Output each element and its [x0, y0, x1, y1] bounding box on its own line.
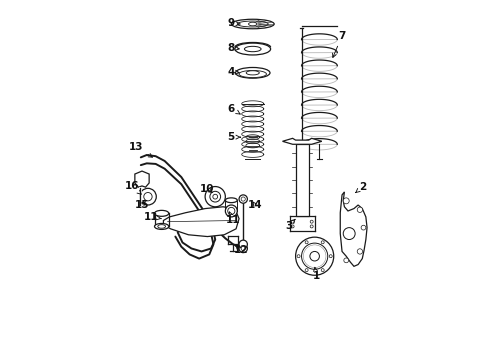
Circle shape [291, 220, 294, 223]
Text: 10: 10 [200, 184, 215, 194]
Text: 15: 15 [135, 200, 149, 210]
Ellipse shape [225, 198, 237, 203]
Text: 13: 13 [129, 142, 152, 157]
Circle shape [297, 255, 300, 258]
Circle shape [321, 269, 324, 271]
Circle shape [213, 194, 218, 199]
Circle shape [344, 258, 348, 263]
Polygon shape [164, 207, 239, 237]
Text: 11: 11 [226, 212, 240, 225]
Text: 8: 8 [228, 43, 239, 53]
Circle shape [239, 240, 247, 248]
Ellipse shape [246, 71, 259, 75]
Circle shape [239, 195, 247, 203]
Circle shape [305, 241, 308, 244]
Ellipse shape [237, 21, 268, 27]
Ellipse shape [154, 210, 169, 216]
Circle shape [210, 191, 220, 202]
Circle shape [310, 251, 319, 261]
Circle shape [303, 245, 326, 267]
Circle shape [308, 249, 322, 264]
Text: 16: 16 [124, 181, 141, 194]
Polygon shape [135, 171, 149, 187]
Circle shape [301, 243, 328, 269]
Circle shape [357, 207, 363, 212]
Circle shape [305, 269, 308, 271]
Text: 14: 14 [248, 200, 263, 210]
Circle shape [321, 241, 324, 244]
Bar [295, 144, 309, 216]
Ellipse shape [154, 224, 169, 229]
Circle shape [343, 228, 355, 239]
Circle shape [295, 237, 334, 275]
Circle shape [241, 246, 245, 251]
Circle shape [144, 193, 152, 201]
Ellipse shape [236, 67, 270, 78]
Circle shape [305, 247, 324, 266]
Circle shape [310, 225, 313, 228]
Text: 4: 4 [228, 67, 239, 77]
Circle shape [357, 249, 363, 254]
Circle shape [329, 255, 332, 258]
Text: 2: 2 [356, 182, 366, 193]
Text: 6: 6 [228, 104, 240, 114]
Ellipse shape [245, 46, 261, 52]
Text: 5: 5 [228, 132, 241, 142]
Text: 1: 1 [313, 267, 320, 282]
Ellipse shape [158, 225, 166, 228]
Text: 7: 7 [333, 31, 346, 58]
Ellipse shape [225, 205, 237, 217]
Polygon shape [340, 192, 367, 266]
Circle shape [310, 220, 313, 223]
Ellipse shape [228, 207, 235, 215]
Circle shape [343, 198, 349, 204]
Circle shape [205, 186, 225, 207]
Text: 11: 11 [144, 212, 162, 222]
Ellipse shape [248, 22, 257, 26]
Circle shape [239, 244, 247, 253]
Circle shape [140, 188, 156, 205]
Ellipse shape [231, 19, 274, 29]
Circle shape [241, 197, 245, 201]
Polygon shape [283, 138, 322, 144]
Ellipse shape [239, 71, 267, 78]
Circle shape [291, 225, 294, 228]
Text: 3: 3 [285, 219, 295, 231]
Ellipse shape [235, 43, 270, 55]
Circle shape [361, 225, 366, 230]
Text: 9: 9 [228, 18, 241, 28]
Text: 12: 12 [234, 245, 248, 255]
